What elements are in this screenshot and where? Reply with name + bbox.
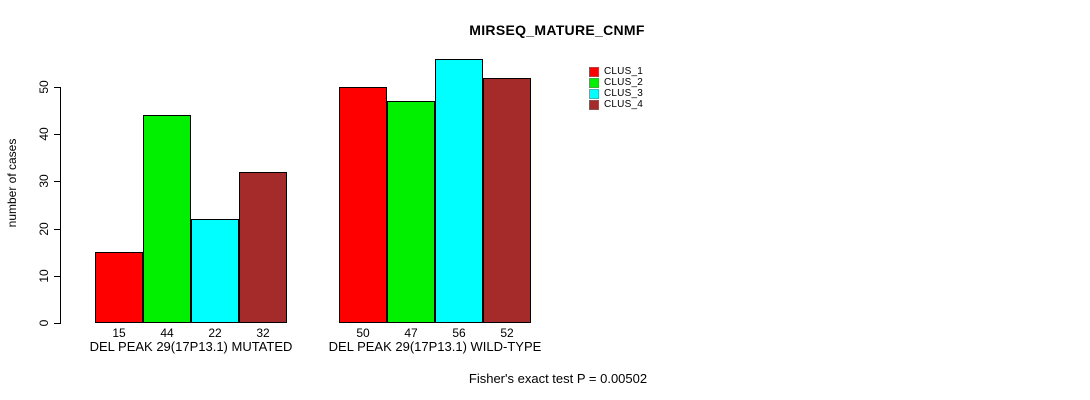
bar-clus_4-group1: [239, 171, 287, 323]
bar-clus_3-group2: [435, 58, 483, 323]
y-axis-tick: [54, 228, 60, 230]
legend-swatch-clus_4: [589, 99, 599, 110]
bar-clus_1-group1: [95, 252, 143, 323]
bar-value-label: 56: [452, 326, 466, 340]
y-axis-tick-label: 0: [37, 319, 51, 327]
legend-label: CLUS_4: [604, 99, 643, 110]
y-axis-line: [60, 87, 61, 324]
legend-label: CLUS_1: [604, 66, 643, 77]
x-axis-group-label: DEL PEAK 29(17P13.1) WILD-TYPE: [328, 339, 542, 354]
bar-clus_4-group2: [483, 77, 531, 323]
bar-value-label: 32: [256, 326, 270, 340]
y-axis-tick-label: 20: [37, 221, 51, 236]
y-axis-tick-label: 10: [37, 269, 51, 283]
y-axis-tick: [54, 323, 60, 324]
y-axis-tick: [54, 181, 60, 183]
legend-swatch-clus_2: [589, 77, 599, 88]
annotation-fisher-test: Fisher's exact test P = 0.00502: [468, 371, 648, 386]
legend-row: CLUS_4: [589, 99, 643, 110]
chart-title: MIRSEQ_MATURE_CNMF: [469, 22, 645, 38]
bar-clus_1-group2: [339, 87, 387, 323]
bar-value-label: 52: [500, 326, 514, 340]
legend-swatch-clus_3: [589, 88, 599, 99]
bar-value-label: 15: [112, 326, 126, 340]
bar-value-label: 44: [160, 326, 174, 340]
y-axis-tick: [54, 87, 60, 88]
legend-row: CLUS_3: [589, 88, 643, 99]
legend-label: CLUS_3: [604, 88, 643, 99]
y-axis-tick-label: 40: [37, 127, 51, 141]
bar-value-label: 22: [208, 326, 222, 340]
legend: CLUS_1 CLUS_2 CLUS_3 CLUS_4: [589, 66, 643, 110]
legend-row: CLUS_1: [589, 66, 643, 77]
y-axis-tick: [54, 275, 60, 277]
x-axis-group-label: DEL PEAK 29(17P13.1) MUTATED: [89, 339, 293, 354]
bar-clus_2-group1: [143, 115, 191, 323]
legend-label: CLUS_2: [604, 77, 643, 88]
y-axis-tick-label: 30: [37, 174, 51, 189]
bar-value-label: 50: [356, 326, 370, 340]
bar-clus_3-group1: [191, 219, 239, 323]
y-axis-label: number of cases: [5, 138, 19, 228]
bar-value-label: 47: [404, 326, 418, 340]
legend-row: CLUS_2: [589, 77, 643, 88]
legend-swatch-clus_1: [589, 66, 599, 77]
y-axis-tick-label: 50: [37, 80, 51, 94]
bar-clus_2-group2: [387, 101, 435, 323]
y-axis-tick: [54, 134, 60, 136]
